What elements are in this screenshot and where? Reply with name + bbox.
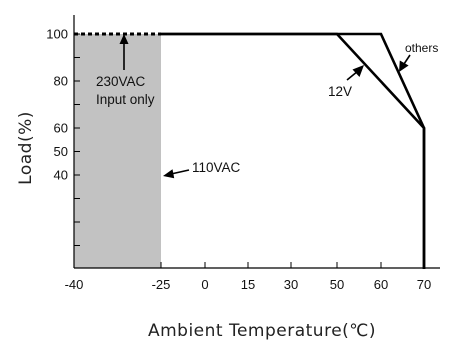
annotation-110vac: 110VAC xyxy=(163,160,241,179)
x-tick-label: -40 xyxy=(65,277,84,292)
annotation-others: others xyxy=(399,41,438,72)
series-layer xyxy=(74,32,426,269)
annotation-230vac: 230VAC Input only xyxy=(96,34,155,107)
arrow-110vac xyxy=(170,169,190,175)
arrowhead-12v xyxy=(352,65,364,77)
arrowhead-others xyxy=(399,60,409,72)
x-tick-label: 50 xyxy=(330,277,344,292)
annotation-12v-text: 12V xyxy=(328,84,352,99)
x-tick-label: 30 xyxy=(284,277,298,292)
annotation-others-text: others xyxy=(405,41,438,55)
series-line xyxy=(161,32,426,269)
x-tick-label: 0 xyxy=(201,277,208,292)
series-line xyxy=(161,32,426,269)
x-axis-label: Ambient Temperature(℃) xyxy=(148,321,376,341)
x-tick-label: 60 xyxy=(374,277,388,292)
annotation-230vac-line2: Input only xyxy=(96,92,155,107)
y-axis-label: Load(%) xyxy=(16,111,36,185)
arrow-others xyxy=(403,54,411,65)
annotation-12v: 12V xyxy=(328,65,364,99)
annotation-230vac-line1: 230VAC xyxy=(96,74,146,89)
x-tick-label: 70 xyxy=(417,277,431,292)
x-tick-label: -25 xyxy=(152,277,171,292)
arrowhead-110vac xyxy=(163,169,175,179)
x-ticks: -40 -25 0 15 30 50 60 70 xyxy=(65,262,431,292)
arrowhead-230vac xyxy=(119,34,129,44)
y-tick-label: 80 xyxy=(54,74,68,89)
y-tick-label: 100 xyxy=(46,27,68,42)
y-tick-label: 60 xyxy=(54,121,68,136)
y-tick-label: 40 xyxy=(54,168,68,183)
annotation-110vac-text: 110VAC xyxy=(192,160,241,175)
y-tick-label: 50 xyxy=(54,144,68,159)
y-ticks: 40 50 60 80 100 xyxy=(46,27,80,246)
shaded-region-110vac xyxy=(74,34,161,268)
x-tick-label: 15 xyxy=(241,277,255,292)
